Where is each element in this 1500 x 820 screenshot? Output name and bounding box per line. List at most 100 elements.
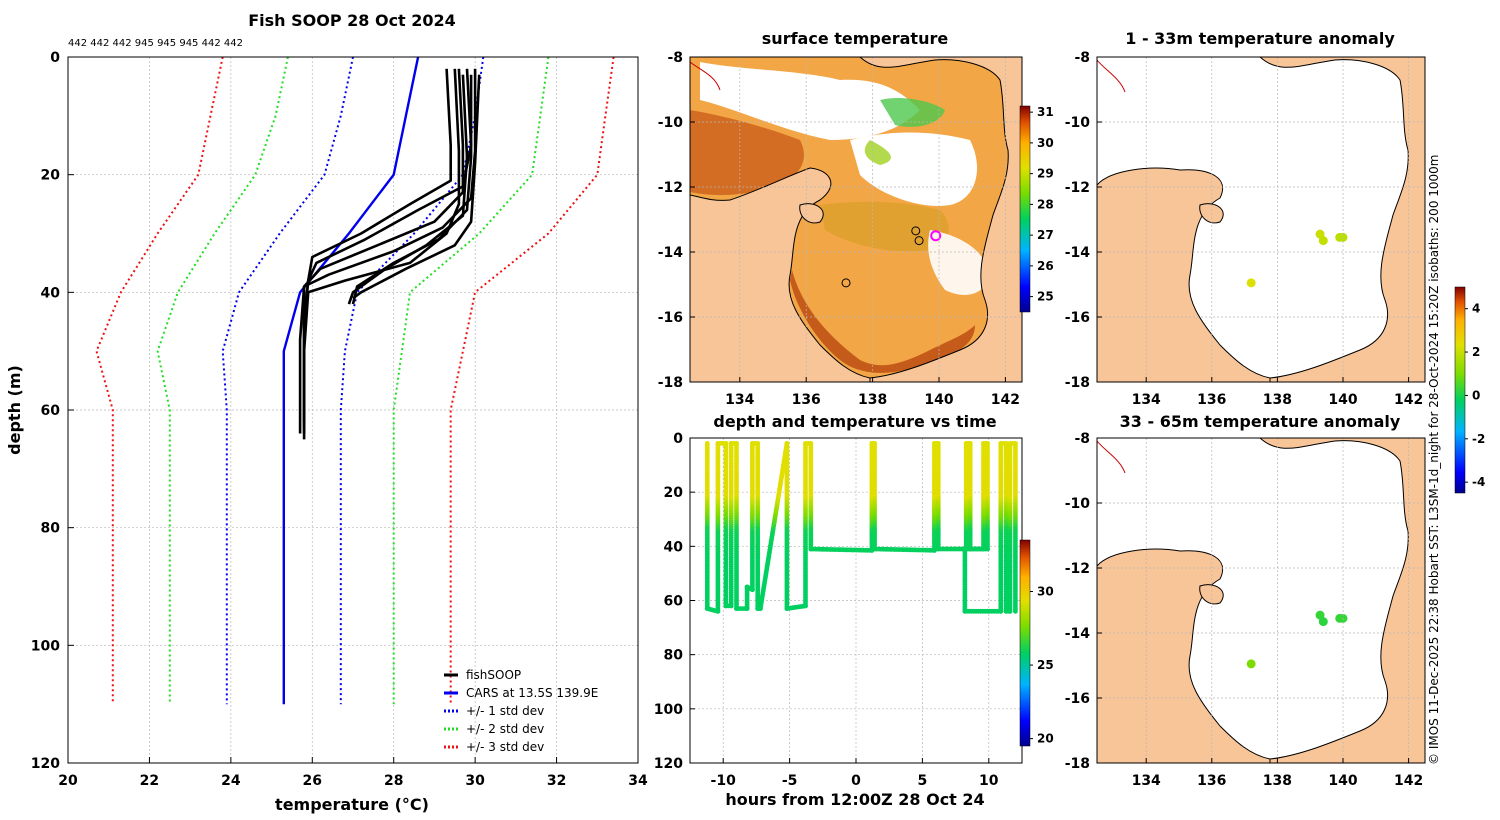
profile-grid: [68, 57, 638, 763]
depth-time-ytick-label: 40: [664, 539, 684, 555]
anomaly-colorbar-ticks: -4 -2 0 2 4: [1465, 302, 1485, 489]
anomaly-shallow-ytick-label: -10: [1065, 115, 1091, 131]
std-dev-line: [95, 56, 224, 705]
sst-groote-eylandt: [799, 203, 824, 224]
depth-time-colorbar: [1019, 539, 1031, 747]
sst-colorbar-ticks: 25 26 27 28 29 30 31: [1030, 105, 1054, 304]
sst-xtick-label: 134: [725, 392, 754, 408]
sst-ytick-label: -16: [658, 310, 683, 326]
depth-time-ytick-label: 60: [664, 594, 684, 610]
anomaly-shallow-ticks: 134 136 138 140 142 -8 -10 -12 -14 -16 -18: [1065, 50, 1424, 408]
anomaly-shallow-xtick-label: 142: [1394, 392, 1423, 408]
profile-ytick-label: 0: [50, 50, 60, 66]
anomaly-deep-xtick-label: 136: [1197, 773, 1226, 789]
depth-time-colorbar-tick-label: 20: [1037, 732, 1054, 746]
anomaly-shallow-ytick-label: -18: [1065, 375, 1090, 391]
fishsoop-profile-line: [352, 74, 481, 300]
profile-xtick-label: 30: [465, 773, 485, 789]
depth-time-xtick-label: -10: [711, 773, 737, 789]
sst-colorbar: [1019, 105, 1031, 313]
profile-xtick-label: 28: [384, 773, 403, 789]
anomaly-deep-xtick-label: 134: [1132, 773, 1161, 789]
anomaly-colorbar-tick-label: -2: [1472, 432, 1485, 446]
anomaly-shallow-xtick-label: 138: [1263, 392, 1292, 408]
fishsoop-profile-line: [298, 68, 465, 434]
sst-colorbar-tick-label: 26: [1037, 259, 1054, 273]
sst-lime-patch: [864, 140, 891, 165]
anomaly-shallow-ytick-label: -12: [1065, 180, 1090, 196]
anomaly-shallow-points: [1246, 229, 1348, 288]
profile-xtick-label: 32: [547, 773, 566, 789]
anomaly-shallow-point: [1318, 236, 1328, 246]
profile-ytick-label: 80: [41, 521, 61, 537]
sst-colorbar-tick-label: 31: [1037, 105, 1054, 119]
anomaly-colorbar-tick-label: -4: [1472, 475, 1485, 489]
fishsoop-profile-line: [351, 74, 473, 305]
anomaly-colorbar-tick-label: 2: [1472, 345, 1480, 359]
anomaly-deep-grid: [1097, 438, 1425, 763]
sst-station-circle: [911, 226, 921, 236]
anomaly-colorbar-tick-label: 4: [1472, 302, 1480, 316]
anomaly-shallow-xtick-label: 136: [1197, 392, 1226, 408]
depth-time-xtick-label: 5: [918, 773, 928, 789]
anomaly-shallow-title: 1 - 33m temperature anomaly: [1125, 29, 1395, 48]
sst-colorbar-tick-label: 30: [1037, 136, 1054, 150]
sst-colorbar-tick-label: 28: [1037, 197, 1054, 211]
sst-cloud-gap-east: [928, 230, 990, 295]
sst-xtick-label: 140: [924, 392, 953, 408]
profile-ytick-label: 40: [41, 285, 61, 301]
sst-colorbar-tick-label: 27: [1037, 228, 1054, 242]
profile-xlabel-text: temperature (°C): [275, 795, 429, 814]
sst-warm-coastal-band: [690, 110, 804, 196]
profile-subtitle: 442 442 442 945 945 945 442 442: [68, 38, 243, 49]
sst-warm-gulf-edge: [790, 270, 975, 373]
sst-cape-york-land: [859, 57, 1022, 382]
anomaly-deep-point: [1318, 617, 1328, 627]
depth-time-xtick-label: -5: [782, 773, 798, 789]
fishsoop-profile-line: [302, 68, 461, 422]
profile-ylabel: depth (m): [5, 365, 24, 455]
anomaly-deep-point: [1246, 659, 1256, 669]
anomaly-shallow-panel: 1 - 33m temperature anomaly 134 136 138 140…: [1065, 29, 1426, 408]
sst-isobath-line: [690, 61, 721, 91]
sst-ytick-label: -12: [658, 180, 683, 196]
anomaly-shallow-grid: [1097, 57, 1425, 382]
legend-label-fishsoop: fishSOOP: [466, 668, 521, 682]
anomaly-shallow-ytick-label: -14: [1065, 245, 1091, 261]
profile-xlabel: temperature (°C): [275, 795, 429, 814]
anomaly-colorbar-tick-label: 0: [1472, 388, 1480, 402]
depth-time-title: depth and temperature vs time: [713, 412, 996, 431]
anomaly-shallow-isobath: [1097, 59, 1126, 93]
anomaly-colorbar: [1454, 286, 1466, 494]
depth-time-ytick-label: 0: [673, 431, 683, 447]
anomaly-deep-points: [1246, 610, 1348, 669]
credit-text: © IMOS 11-Dec-2025 22:38 Hobart SST: L3S…: [1427, 155, 1441, 766]
depth-time-colorbar-tick-label: 25: [1037, 658, 1054, 672]
std-dev-line: [339, 56, 485, 705]
anomaly-shallow-ytick-label: -16: [1065, 310, 1090, 326]
sst-colorbar-tick-label: 29: [1037, 167, 1054, 181]
depth-time-ytick-label: 20: [664, 485, 684, 501]
sst-markers: [841, 226, 942, 288]
profile-ytick-label: 20: [41, 168, 61, 184]
std-dev-line: [221, 56, 354, 705]
profile-xtick-label: 34: [628, 773, 648, 789]
anomaly-deep-xtick-label: 138: [1263, 773, 1292, 789]
sst-title: surface temperature: [762, 29, 949, 48]
anomaly-deep-ytick-label: -14: [1065, 626, 1091, 642]
depth-time-track: [704, 441, 1018, 614]
sst-ticks: 134 136 138 140 142 -8 -10 -12 -14 -16 -18: [658, 50, 1020, 408]
legend-label-cars: CARS at 13.5S 139.9E: [466, 686, 598, 700]
sst-ytick-label: -14: [658, 245, 684, 261]
profile-ytick-label: 120: [31, 756, 60, 772]
profile-xtick-label: 20: [58, 773, 78, 789]
sst-map-panel: surface temperature 134 136 138 140 142 -8 -10…: [658, 29, 1054, 408]
profile-legend: fishSOOP CARS at 13.5S 139.9E +/- 1 std …: [444, 668, 598, 754]
anomaly-deep-ytick-label: -12: [1065, 561, 1090, 577]
anomaly-shallow-ytick-label: -8: [1074, 50, 1090, 66]
legend-label-std1: +/- 1 std dev: [466, 704, 544, 718]
depth-time-xlabel: hours from 12:00Z 28 Oct 24: [725, 790, 984, 809]
anomaly-shallow-point: [1246, 278, 1256, 288]
